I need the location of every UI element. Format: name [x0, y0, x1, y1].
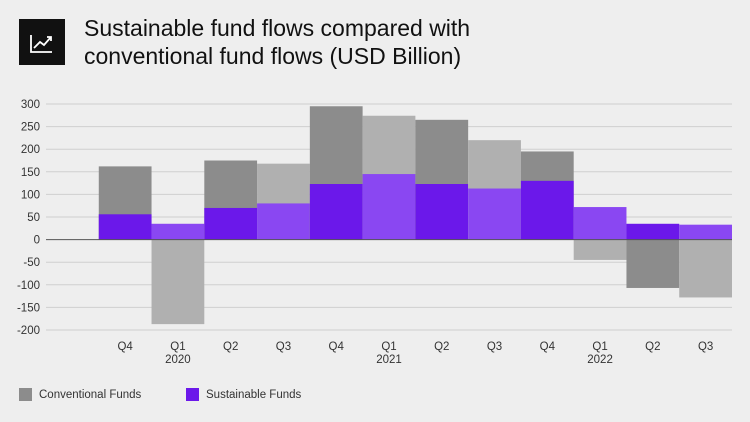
bar-conventional — [626, 239, 680, 288]
bar-sustainable — [362, 174, 416, 240]
x-year-label: 2020 — [165, 354, 191, 366]
x-tick-label: Q1 — [170, 341, 185, 353]
title-line-1: Sustainable fund flows compared with — [84, 15, 471, 41]
x-tick-label: Q1 — [592, 341, 607, 353]
title-line-2: conventional fund flows (USD Billion) — [84, 43, 462, 69]
y-tick-label: -150 — [17, 302, 40, 314]
x-tick-label: Q3 — [487, 341, 502, 353]
trend-chart-icon — [19, 19, 65, 65]
y-tick-label: -50 — [23, 257, 40, 269]
x-year-label: 2021 — [376, 354, 402, 366]
bar-sustainable — [679, 224, 732, 240]
y-tick-label: -100 — [17, 280, 40, 292]
y-tick-label: 0 — [34, 235, 40, 247]
legend-label-conventional: Conventional Funds — [39, 388, 142, 401]
bar-sustainable — [257, 203, 310, 240]
y-tick-label: 250 — [21, 122, 40, 134]
y-tick-label: 100 — [21, 189, 40, 201]
bar-sustainable — [573, 207, 627, 240]
x-tick-label: Q2 — [434, 341, 449, 353]
bar-sustainable — [204, 207, 258, 240]
bar-conventional — [679, 239, 732, 298]
legend-item-conventional: Conventional Funds — [19, 388, 141, 401]
x-tick-label: Q1 — [381, 341, 396, 353]
bar-conventional — [151, 239, 205, 325]
x-tick-label: Q2 — [223, 341, 238, 353]
legend-item-sustainable: Sustainable Funds — [186, 388, 301, 401]
x-tick-label: Q3 — [698, 341, 713, 353]
bar-sustainable — [520, 180, 574, 240]
bar-sustainable — [151, 223, 205, 240]
legend-swatch-sustainable — [186, 388, 199, 401]
y-tick-label: 200 — [21, 144, 40, 156]
y-tick-label: 300 — [21, 99, 40, 111]
bar-sustainable — [309, 184, 363, 240]
bar-sustainable — [468, 188, 521, 240]
y-tick-label: 150 — [21, 167, 40, 179]
x-tick-label: Q4 — [540, 341, 556, 353]
bar-sustainable — [626, 223, 680, 240]
x-tick-label: Q2 — [645, 341, 660, 353]
x-year-label: 2022 — [587, 354, 613, 366]
y-tick-label: 50 — [27, 212, 40, 224]
bar-sustainable — [415, 184, 469, 240]
y-tick-label: -200 — [17, 325, 40, 337]
bar-sustainable — [98, 214, 152, 240]
page-title: Sustainable fund flows compared with con… — [84, 14, 644, 70]
bar-conventional — [573, 239, 627, 260]
x-tick-label: Q4 — [117, 341, 133, 353]
legend-label-sustainable: Sustainable Funds — [206, 388, 302, 401]
x-tick-label: Q4 — [329, 341, 345, 353]
x-tick-label: Q3 — [276, 341, 291, 353]
legend-swatch-conventional — [19, 388, 32, 401]
chart-legend: Conventional Funds Sustainable Funds — [0, 388, 750, 406]
